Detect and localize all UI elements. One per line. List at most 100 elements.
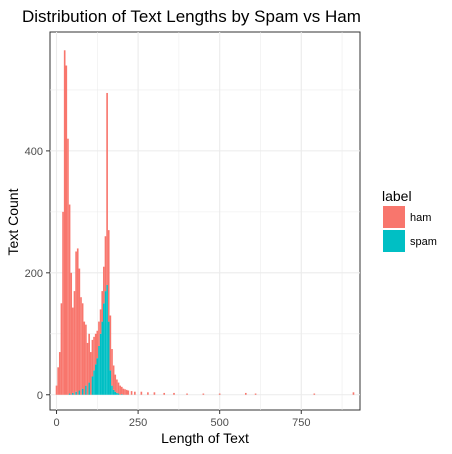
bar-ham [130, 391, 133, 395]
y-axis-title: Text Count [5, 188, 21, 255]
bar-ham [111, 349, 113, 386]
bar-ham [78, 268, 81, 391]
chart-title: Distribution of Text Lengths by Spam vs … [22, 7, 361, 26]
bar-ham [254, 393, 257, 395]
bar-spam [112, 389, 115, 395]
x-tick-label: 250 [129, 417, 147, 429]
bar-ham [202, 393, 205, 395]
bar-ham [127, 390, 130, 395]
bar-ham [153, 392, 156, 395]
bar-spam [75, 391, 77, 395]
bar-ham [109, 315, 112, 371]
bar-ham [244, 392, 247, 395]
x-axis-title: Length of Text [161, 430, 249, 446]
bar-ham [89, 352, 92, 395]
bar-ham [99, 309, 102, 334]
bar-ham [70, 272, 73, 395]
bar-ham [65, 65, 68, 395]
bar-ham [60, 303, 63, 395]
bar-ham [122, 388, 125, 395]
legend: label ham spam [382, 188, 437, 252]
bar-spam [107, 321, 110, 395]
bar-ham [62, 211, 64, 395]
legend-swatch-ham [383, 206, 405, 228]
bar-ham [117, 382, 120, 394]
bar-ham [83, 321, 86, 395]
bar-ham [124, 389, 126, 395]
bar-ham [101, 291, 104, 322]
bar-ham [57, 367, 59, 395]
bar-spam [116, 392, 118, 395]
bar-ham [173, 392, 175, 395]
bar-ham [103, 266, 105, 304]
bar-ham [85, 324, 87, 386]
bar-ham [119, 385, 121, 395]
bar-ham [86, 342, 89, 395]
bar-ham [134, 391, 136, 395]
bar-ham [116, 379, 118, 393]
bar-ham [81, 303, 84, 389]
bar-ham [55, 385, 58, 395]
bar-ham [58, 352, 61, 395]
legend-label-ham: ham [410, 212, 431, 224]
y-tick-label: 200 [25, 268, 43, 280]
bar-ham [80, 297, 82, 395]
bar-ham [313, 393, 316, 395]
bar-ham [114, 374, 117, 392]
bar-ham [67, 138, 69, 395]
bar-ham [125, 389, 128, 395]
bar-ham [98, 321, 100, 346]
bar-ham [75, 251, 77, 392]
bar-ham [104, 236, 107, 292]
bar-ham [140, 391, 143, 395]
bar-spam [104, 291, 107, 395]
bar-spam [106, 285, 108, 395]
bar-ham [112, 365, 115, 390]
bar-spam [88, 382, 90, 395]
legend-title: label [382, 188, 412, 204]
legend-swatch-spam [383, 230, 405, 252]
legend-label-spam: spam [410, 236, 437, 248]
axis-ticks: 0 250 500 750 0 200 400 [25, 146, 311, 429]
bar-spam [78, 390, 81, 395]
bar-spam [94, 364, 97, 395]
bar-ham [68, 204, 71, 394]
bar-ham [72, 307, 74, 393]
x-tick-label: 0 [53, 417, 59, 429]
bar-ham [186, 393, 188, 395]
bar-ham [96, 330, 99, 359]
bar-spam [114, 391, 117, 395]
histogram-bars [55, 50, 355, 395]
bar-spam [98, 345, 100, 395]
bar-spam [117, 393, 120, 395]
x-tick-label: 500 [211, 417, 229, 429]
y-tick-label: 400 [25, 146, 43, 158]
bar-spam [68, 393, 71, 395]
bar-spam [96, 358, 99, 395]
bar-ham [63, 50, 66, 395]
bar-ham [76, 248, 79, 395]
bar-spam [93, 370, 95, 395]
bar-spam [85, 385, 87, 395]
bar-ham [73, 291, 76, 395]
bar-spam [99, 333, 102, 395]
bar-spam [120, 394, 123, 395]
bar-spam [72, 392, 74, 395]
bar-spam [103, 303, 105, 395]
bar-ham [147, 392, 149, 395]
bar-ham [106, 92, 108, 286]
bar-ham [91, 339, 94, 377]
bar-spam [81, 388, 84, 395]
bar-ham [93, 336, 95, 371]
bar-spam [101, 321, 104, 395]
bar-spam [111, 385, 113, 395]
y-tick-label: 0 [37, 390, 43, 402]
bar-ham [94, 333, 97, 365]
bar-ham [352, 392, 355, 395]
bar-spam [91, 376, 94, 395]
x-tick-label: 750 [292, 417, 310, 429]
bar-ham [163, 392, 166, 395]
bar-ham [218, 393, 221, 395]
bar-ham [107, 230, 110, 322]
